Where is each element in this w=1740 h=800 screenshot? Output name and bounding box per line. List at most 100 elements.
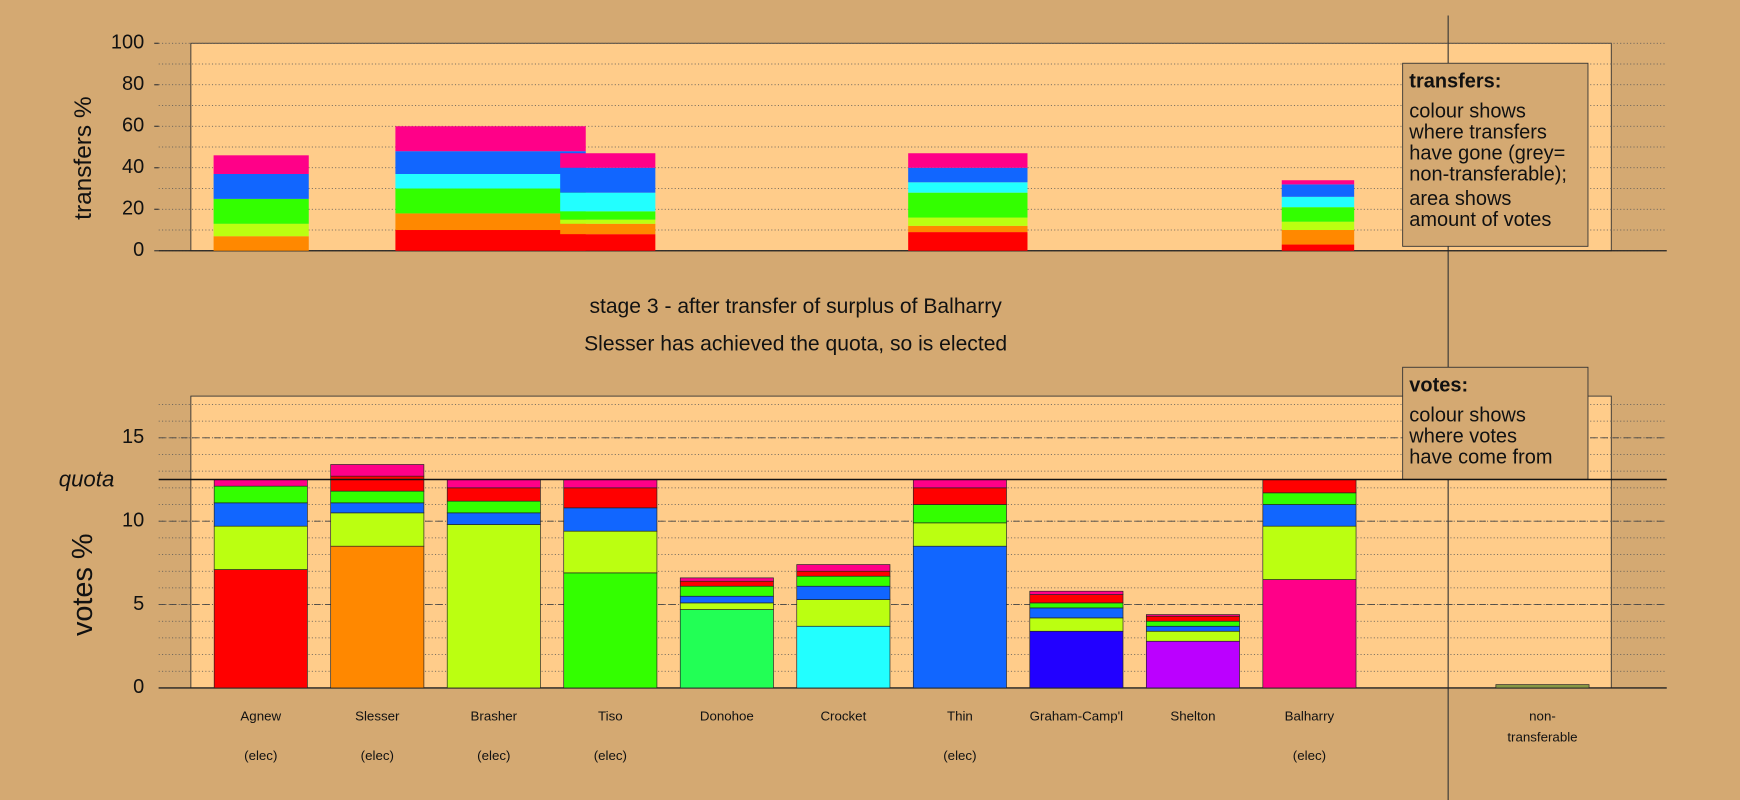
vote-segment [1145, 615, 1240, 622]
note-line: area shows [1409, 188, 1511, 210]
note-box [1402, 62, 1589, 247]
vote-segment [1145, 614, 1240, 617]
elected-label: (elec) [361, 748, 394, 763]
transfer-segment [395, 230, 586, 251]
transfer-segment [1281, 196, 1355, 208]
note-title: votes: [1409, 374, 1468, 396]
transfer-segment [213, 223, 309, 237]
vote-segment [796, 570, 891, 577]
y-tick-label: 5 [133, 593, 144, 615]
transfer-segment [395, 126, 586, 152]
x-tick-label: Agnew [240, 708, 281, 723]
transfer-segment [1281, 180, 1355, 185]
vote-segment [563, 572, 658, 689]
vote-segment [330, 475, 425, 492]
vote-segment [563, 487, 658, 509]
transfer-segment [395, 151, 586, 174]
transfer-segment [213, 155, 309, 174]
transfer-segment [908, 182, 1028, 193]
vote-segment [1029, 590, 1124, 595]
vote-segment [912, 545, 1007, 689]
vote-segment [1029, 617, 1124, 632]
vote-segment [1262, 579, 1357, 689]
x-tick-label: Slesser [355, 708, 400, 723]
vote-segment [330, 490, 425, 504]
transfer-segment [908, 217, 1028, 226]
vote-segment [446, 500, 541, 514]
transfer-segment [908, 153, 1028, 168]
vote-segment [679, 609, 774, 689]
vote-segment [1262, 504, 1357, 527]
note-line: amount of votes [1409, 209, 1551, 231]
note-line: have come from [1409, 447, 1552, 469]
elected-label: (elec) [594, 748, 627, 763]
vote-segment [796, 625, 891, 689]
x-tick-label: Tiso [598, 708, 623, 723]
vote-segment [912, 504, 1007, 524]
vote-segment [330, 512, 425, 547]
x-tick-label: transferable [1507, 729, 1577, 744]
transfer-segment [213, 236, 309, 251]
y-tick-label: 10 [122, 509, 144, 531]
x-tick-label: Brasher [471, 708, 518, 723]
vote-segment [1029, 594, 1124, 604]
vote-segment [796, 564, 891, 572]
y-tick-label: 60 [122, 115, 144, 137]
vote-segment [1145, 620, 1240, 627]
vote-segment [1262, 525, 1357, 580]
vote-segment [213, 479, 308, 487]
vote-segment [912, 487, 1007, 505]
transfer-segment [560, 211, 656, 220]
x-tick-label: Shelton [1170, 708, 1215, 723]
vote-segment [446, 524, 541, 689]
transfer-segment [395, 173, 586, 189]
vote-segment [1029, 607, 1124, 619]
vote-segment [330, 502, 425, 514]
stage-note: Slesser has achieved the quota, so is el… [584, 333, 1007, 356]
quota-label: quota [59, 466, 115, 491]
y-tick-label: 100 [111, 32, 144, 54]
vote-segment [1262, 479, 1357, 494]
vote-segment [1145, 630, 1240, 642]
note-title: transfers: [1409, 70, 1501, 92]
vote-segment [912, 479, 1007, 489]
vote-segment [213, 502, 308, 527]
transfer-segment [560, 223, 656, 235]
x-tick-label: Balharry [1285, 708, 1335, 723]
transfer-segment [560, 234, 656, 251]
transfer-segment [560, 192, 656, 212]
vote-segment [563, 530, 658, 574]
vote-segment [213, 525, 308, 570]
vote-segment [1145, 640, 1240, 689]
y-tick-label: 0 [133, 676, 144, 698]
vote-segment [1145, 625, 1240, 632]
transfer-segment [560, 167, 656, 193]
transfer-segment [395, 188, 586, 214]
vote-segment [679, 580, 774, 587]
elected-label: (elec) [1293, 748, 1326, 763]
transfer-segment [1281, 221, 1355, 231]
transfer-segment [1281, 244, 1355, 251]
x-tick-label: Crocket [820, 708, 866, 723]
transfer-segment [908, 225, 1028, 233]
vote-segment [1029, 602, 1124, 609]
vote-segment [446, 512, 541, 525]
elected-label: (elec) [943, 748, 976, 763]
transfer-segment [1281, 230, 1355, 245]
vote-segment [679, 602, 774, 610]
vote-segment [1495, 684, 1590, 689]
transfer-segment [908, 232, 1028, 251]
transfer-segment [908, 192, 1028, 218]
bottom-plot-area [190, 395, 1612, 689]
vote-segment [446, 487, 541, 502]
y-tick-label: 40 [122, 156, 144, 178]
stage-title: stage 3 - after transfer of surplus of B… [589, 295, 1002, 318]
transfer-segment [560, 219, 656, 224]
vote-segment [796, 575, 891, 587]
vote-segment [679, 577, 774, 582]
note-line: have gone (grey= [1409, 143, 1565, 165]
vote-segment [446, 479, 541, 489]
y-tick-label: 0 [133, 239, 144, 261]
x-tick-label: non- [1529, 708, 1556, 723]
